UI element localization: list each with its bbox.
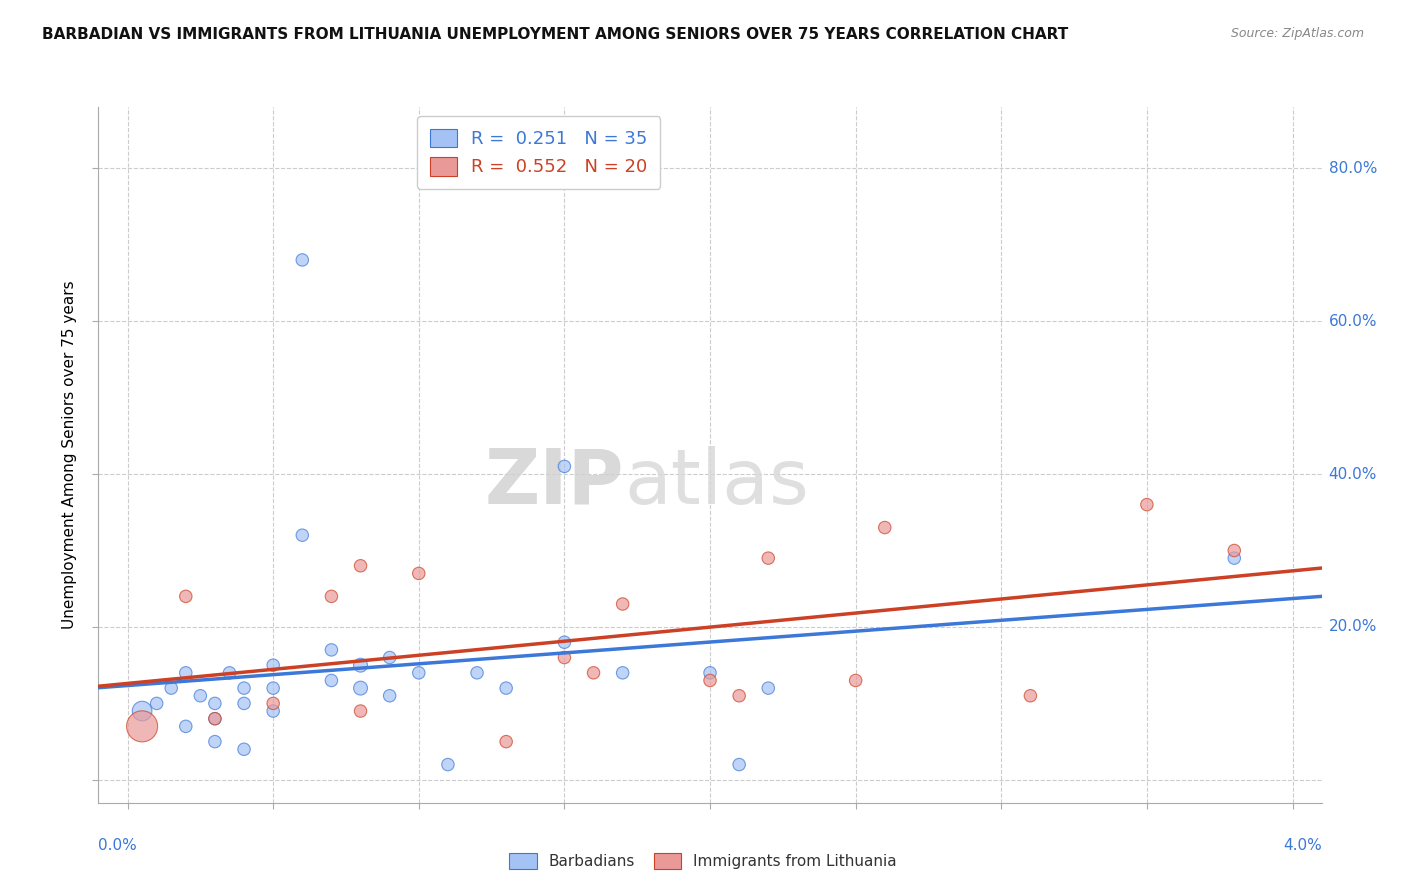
Point: [262, 697, 284, 711]
Point: [699, 673, 721, 688]
Point: [131, 719, 153, 733]
Point: [291, 252, 314, 267]
Legend: R =  0.251   N = 35, R =  0.552   N = 20: R = 0.251 N = 35, R = 0.552 N = 20: [418, 116, 661, 189]
Point: [378, 689, 401, 703]
Point: [174, 665, 197, 680]
Text: BARBADIAN VS IMMIGRANTS FROM LITHUANIA UNEMPLOYMENT AMONG SENIORS OVER 75 YEARS : BARBADIAN VS IMMIGRANTS FROM LITHUANIA U…: [42, 27, 1069, 42]
Point: [233, 742, 256, 756]
Point: [728, 757, 751, 772]
Point: [174, 590, 197, 604]
Text: Source: ZipAtlas.com: Source: ZipAtlas.com: [1230, 27, 1364, 40]
Point: [349, 704, 371, 718]
Point: [349, 658, 371, 673]
Point: [699, 665, 721, 680]
Text: 0.0%: 0.0%: [98, 838, 138, 854]
Point: [321, 590, 343, 604]
Point: [131, 704, 153, 718]
Point: [262, 658, 284, 673]
Point: [233, 681, 256, 695]
Text: 60.0%: 60.0%: [1329, 314, 1376, 328]
Point: [408, 665, 430, 680]
Point: [1019, 689, 1042, 703]
Point: [378, 650, 401, 665]
Point: [553, 459, 575, 474]
Point: [218, 665, 240, 680]
Point: [553, 635, 575, 649]
Point: [321, 673, 343, 688]
Point: [553, 650, 575, 665]
Point: [465, 665, 488, 680]
Text: 80.0%: 80.0%: [1329, 161, 1376, 176]
Text: atlas: atlas: [624, 446, 810, 520]
Point: [612, 597, 634, 611]
Point: [262, 704, 284, 718]
Point: [495, 734, 517, 748]
Point: [233, 697, 256, 711]
Text: 20.0%: 20.0%: [1329, 619, 1376, 634]
Point: [408, 566, 430, 581]
Point: [204, 734, 226, 748]
Point: [145, 697, 167, 711]
Point: [873, 520, 896, 534]
Y-axis label: Unemployment Among Seniors over 75 years: Unemployment Among Seniors over 75 years: [62, 281, 77, 629]
Point: [291, 528, 314, 542]
Text: ZIP: ZIP: [485, 446, 624, 520]
Text: 40.0%: 40.0%: [1329, 467, 1376, 482]
Point: [582, 665, 605, 680]
Point: [495, 681, 517, 695]
Point: [1223, 543, 1246, 558]
Point: [349, 681, 371, 695]
Point: [204, 712, 226, 726]
Point: [1223, 551, 1246, 566]
Point: [188, 689, 211, 703]
Point: [204, 712, 226, 726]
Point: [1136, 498, 1159, 512]
Point: [160, 681, 183, 695]
Point: [321, 643, 343, 657]
Point: [728, 689, 751, 703]
Point: [262, 681, 284, 695]
Point: [756, 681, 779, 695]
Text: 4.0%: 4.0%: [1282, 838, 1322, 854]
Legend: Barbadians, Immigrants from Lithuania: Barbadians, Immigrants from Lithuania: [503, 847, 903, 875]
Point: [204, 697, 226, 711]
Point: [349, 558, 371, 573]
Point: [612, 665, 634, 680]
Point: [756, 551, 779, 566]
Point: [845, 673, 868, 688]
Point: [437, 757, 460, 772]
Point: [174, 719, 197, 733]
